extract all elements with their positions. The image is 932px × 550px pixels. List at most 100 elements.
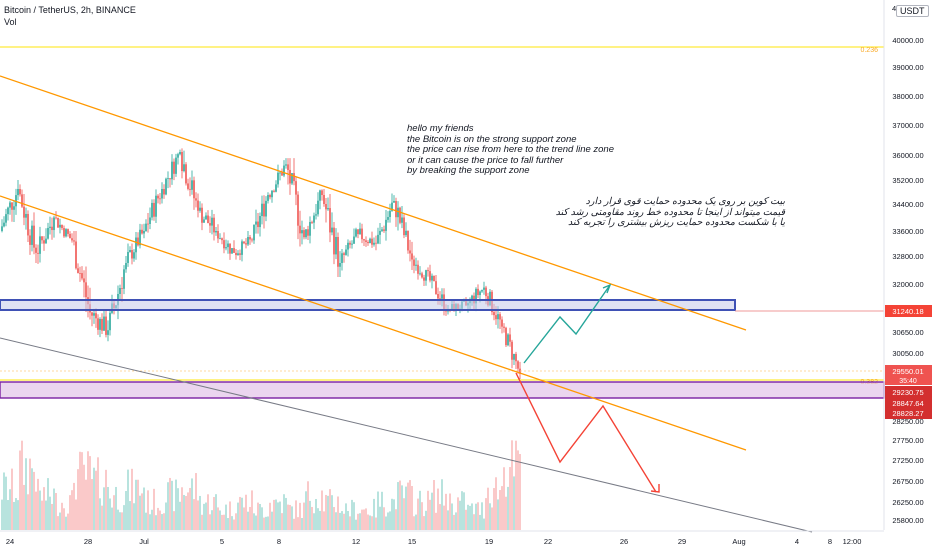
candle-body [169,178,171,180]
volume-bar [119,512,121,530]
bearish-arrowhead [650,484,660,493]
volume-bar [373,498,375,530]
bullish-path[interactable] [523,284,611,364]
volume-bar [277,502,279,530]
english-annotation[interactable]: hello my friends the Bitcoin is on the s… [407,123,614,177]
candle-body [129,250,131,253]
volume-bar [129,501,131,530]
volume-bar [407,482,409,530]
candle-body [425,270,427,281]
volume-bar [27,494,29,530]
volume-bar [257,502,259,530]
volume-bar [425,510,427,530]
volume-bar [385,516,387,530]
candle-body [51,226,53,231]
currency-button[interactable]: USDT [896,5,929,17]
candle-body [305,229,307,238]
price-axis[interactable]: 40000.00 39000.00 38000.00 37000.00 36000.00… [892,36,923,525]
candle-body [471,295,473,300]
volume-label[interactable]: Vol [4,17,17,27]
candle-body [241,241,243,255]
trend-line-lower[interactable] [0,195,747,451]
volume-bar [29,458,31,530]
volume-bar [353,502,355,530]
trend-line-long[interactable] [0,337,813,533]
volume-bar [209,514,211,530]
volume-bars [1,440,521,530]
price-tick: 32800.00 [892,252,923,261]
candle-body [185,164,187,184]
price-tick: 33600.00 [892,227,923,236]
candle-body [147,223,149,225]
volume-bar [3,472,5,530]
price-label-28828-text: 28828.27 [892,409,923,418]
volume-bar [107,487,109,530]
candle-body [481,289,483,292]
candle-body [321,190,323,195]
volume-bar [11,468,13,530]
volume-bar [201,514,203,530]
volume-bar [187,492,189,530]
volume-bar [159,510,161,530]
trend-line-upper[interactable] [0,75,747,331]
volume-bar [31,468,33,530]
volume-bar [401,485,403,530]
price-tick: 27250.00 [892,456,923,465]
volume-bar [9,489,11,530]
volume-bar [247,511,249,530]
candle-body [287,164,289,170]
time-tick: 8 [277,537,281,546]
candle-body [29,235,31,245]
candle-body [225,247,227,249]
candle-body [211,217,213,226]
bearish-path[interactable] [515,372,657,493]
symbol-title[interactable]: Bitcoin / TetherUS, 2h, BINANCE [4,5,136,15]
volume-bar [253,513,255,530]
candle-body [227,243,229,248]
support-zone[interactable] [0,381,885,399]
candle-body [355,229,357,237]
volume-bar [225,504,227,530]
volume-bar [383,507,385,530]
volume-bar [447,510,449,530]
volume-bar [369,515,371,530]
resistance-zone[interactable] [0,299,736,311]
volume-bar [449,493,451,530]
time-tick: 24 [6,537,14,546]
volume-bar [215,494,217,530]
candle-body [33,225,35,248]
candle-body [393,201,395,203]
candle-body [79,272,81,274]
persian-annotation[interactable]: بیت کوین بر روی یک محدوده حمایت قوی قرار… [530,196,785,229]
time-axis[interactable]: 24 28 Jul 5 8 12 15 19 22 26 29 Aug 4 8 12:00 [6,537,862,546]
candle-body [371,238,373,245]
candle-body [155,195,157,217]
candle-body [423,277,425,281]
candle-body [379,230,381,235]
time-tick: 15 [408,537,416,546]
candle-body [351,243,353,245]
volume-bar [481,502,483,530]
candle-body [363,239,365,241]
candle-body [259,216,261,228]
candle-body [243,241,245,244]
price-tick: 32000.00 [892,280,923,289]
candle-body [181,152,183,172]
volume-bar [65,516,67,530]
candle-body [367,241,369,244]
volume-bar [259,503,261,530]
volume-bar [189,487,191,530]
candle-body [53,217,55,231]
candle-body [247,237,249,245]
volume-bar [205,502,207,530]
candle-body [323,195,325,204]
candle-body [15,195,17,207]
price-tick: 40000.00 [892,36,923,45]
volume-bar [35,491,37,530]
candle-body [257,221,259,228]
candle-body [1,226,3,231]
candle-body [217,231,219,239]
candle-body [45,238,47,244]
volume-bar [57,516,59,530]
